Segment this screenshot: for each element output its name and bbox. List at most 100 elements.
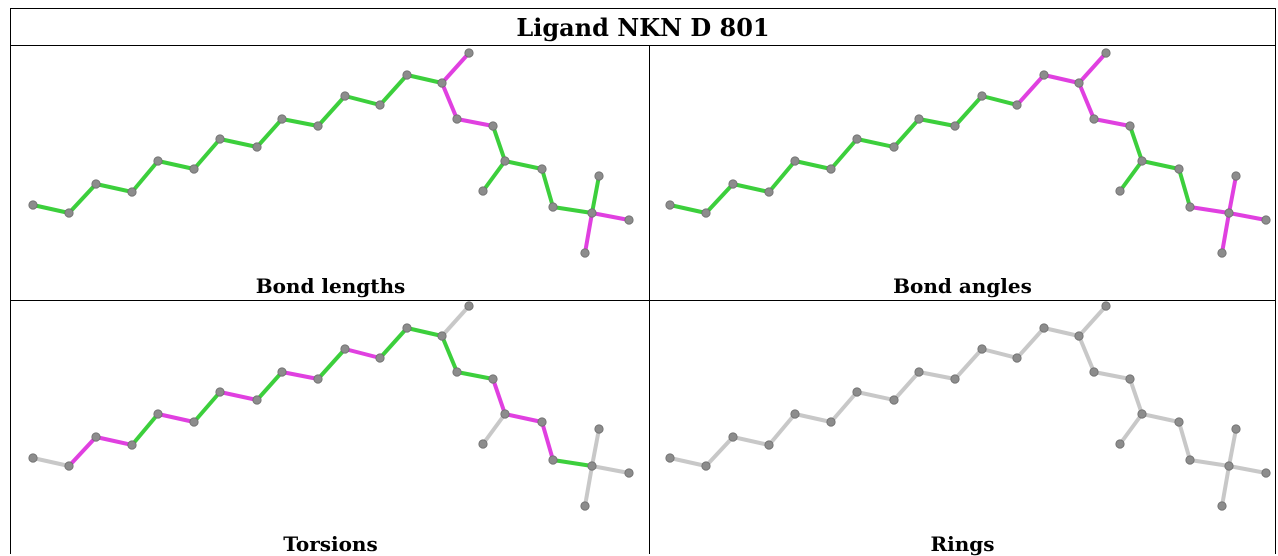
bond [1140, 412, 1181, 424]
bond [583, 464, 594, 508]
bond [1015, 326, 1046, 360]
bond [767, 412, 797, 447]
atom [478, 186, 488, 196]
atom [1115, 186, 1125, 196]
bond [1077, 334, 1096, 374]
atom [624, 468, 634, 478]
atom [215, 387, 225, 397]
bond [218, 137, 259, 149]
bond [980, 94, 1019, 107]
atom [950, 121, 960, 131]
bond [94, 182, 134, 194]
atom [1224, 208, 1234, 218]
atom [665, 200, 675, 210]
atom [64, 208, 74, 218]
atom [889, 395, 899, 405]
atom [1137, 156, 1147, 166]
bond [192, 390, 222, 424]
bond [491, 124, 507, 163]
caption-bond-angles: Bond angles [893, 274, 1032, 298]
atom [64, 461, 74, 471]
bond [551, 205, 594, 215]
atom [189, 417, 199, 427]
bond [156, 159, 196, 171]
bond [1188, 458, 1231, 468]
bond [1092, 117, 1132, 128]
bond [455, 370, 495, 381]
atom [478, 439, 488, 449]
atom [852, 387, 862, 397]
atom [1231, 424, 1241, 434]
atom [1231, 171, 1241, 181]
bond [280, 370, 320, 381]
atom [977, 344, 987, 354]
atom [1101, 301, 1111, 311]
ligand-report: Ligand NKN D 801 Bond lengths Bond angle… [10, 8, 1276, 556]
bond [343, 94, 382, 107]
atom [624, 215, 634, 225]
bond [892, 370, 921, 402]
bond [130, 412, 160, 447]
atom [1101, 48, 1111, 58]
title-row: Ligand NKN D 801 [10, 8, 1276, 46]
atom [313, 374, 323, 384]
bond [590, 174, 601, 215]
atom [548, 202, 558, 212]
ligand-title: Ligand NKN D 801 [516, 12, 770, 42]
atom [1224, 461, 1234, 471]
atom [665, 453, 675, 463]
atom [402, 323, 412, 333]
atom [402, 70, 412, 80]
bond [793, 412, 833, 424]
bond [590, 427, 601, 468]
bond [917, 117, 957, 128]
bond [491, 377, 507, 416]
bond [503, 412, 544, 424]
bond [31, 456, 71, 468]
atom [91, 432, 101, 442]
bond [1042, 73, 1081, 85]
atom [127, 440, 137, 450]
bond [590, 464, 631, 475]
caption-rings: Rings [930, 532, 995, 556]
atom [1089, 114, 1099, 124]
atom [1185, 455, 1195, 465]
atom [1039, 70, 1049, 80]
bond [316, 94, 347, 128]
bond [378, 326, 409, 360]
bond [953, 347, 984, 381]
atom [580, 248, 590, 258]
bond [440, 51, 471, 85]
atom [537, 417, 547, 427]
atom [548, 455, 558, 465]
bond [1188, 205, 1231, 215]
bond [130, 159, 160, 194]
atom [594, 424, 604, 434]
atom [1174, 417, 1184, 427]
bond [440, 304, 471, 338]
atom [1137, 409, 1147, 419]
atom [1039, 323, 1049, 333]
atom [1115, 439, 1125, 449]
atom [977, 91, 987, 101]
bond [1177, 420, 1192, 462]
bond [192, 137, 222, 171]
bond [1220, 211, 1231, 255]
atom [701, 208, 711, 218]
bond [980, 347, 1019, 360]
atom [914, 114, 924, 124]
atom [1125, 374, 1135, 384]
bond [440, 334, 459, 374]
atom [826, 417, 836, 427]
atom [587, 208, 597, 218]
bond [1077, 51, 1108, 85]
atom [764, 187, 774, 197]
bond [1015, 73, 1046, 107]
bond [156, 412, 196, 424]
bond [892, 117, 921, 149]
atom [950, 374, 960, 384]
bond [1227, 464, 1268, 475]
atom [375, 100, 385, 110]
bond [1227, 174, 1238, 215]
bond [590, 211, 631, 222]
